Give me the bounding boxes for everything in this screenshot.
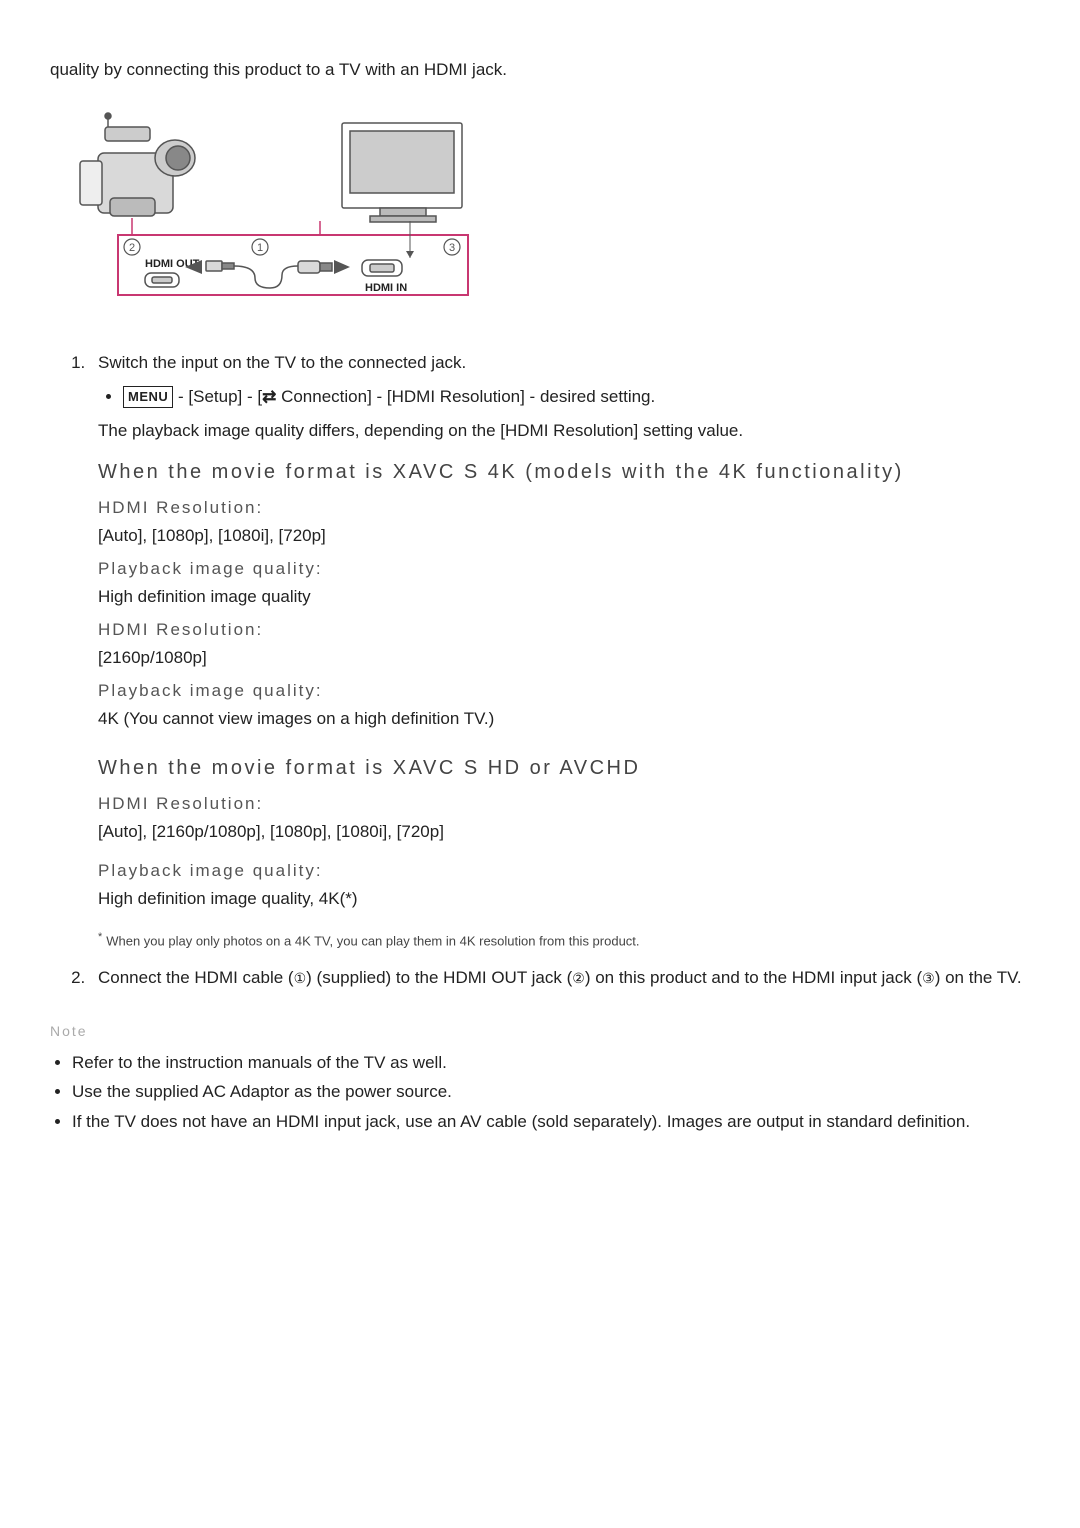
footnote: *When you play only photos on a 4K TV, y…: [98, 929, 1030, 951]
svg-text:HDMI IN: HDMI IN: [365, 282, 407, 294]
xavc-hd-title: When the movie format is XAVC S HD or AV…: [98, 753, 1030, 783]
step-1: Switch the input on the TV to the connec…: [90, 350, 1030, 951]
menu-icon: MENU: [123, 386, 173, 408]
svg-text:1: 1: [257, 242, 263, 254]
hdmi-connection-illustration: 2 HDMI OUT 1 HDMI IN 3: [50, 103, 1030, 311]
playback-quality-value-3: High definition image quality, 4K(*): [98, 886, 1030, 912]
svg-text:3: 3: [449, 242, 455, 254]
note-list: Refer to the instruction manuals of the …: [50, 1050, 1030, 1135]
step-1-menu-path: MENU - [Setup] - [⇄ Connection] - [HDMI …: [123, 384, 1030, 410]
step-2-part-d: ) on the TV.: [935, 968, 1022, 987]
svg-text:2: 2: [129, 242, 135, 254]
playback-quality-value-2: 4K (You cannot view images on a high def…: [98, 706, 1030, 732]
menu-path-a: - [Setup] - [: [173, 387, 262, 406]
step-2-part-b: ) (supplied) to the HDMI OUT jack (: [306, 968, 572, 987]
hdmi-resolution-label-2: HDMI Resolution:: [98, 617, 1030, 643]
playback-quality-label-2: Playback image quality:: [98, 678, 1030, 704]
step-2: Connect the HDMI cable (①) (supplied) to…: [90, 965, 1030, 991]
hdmi-resolution-values-1: [Auto], [1080p], [1080i], [720p]: [98, 523, 1030, 549]
xavc-4k-title: When the movie format is XAVC S 4K (mode…: [98, 457, 1030, 487]
note-item-2: Use the supplied AC Adaptor as the power…: [72, 1079, 1030, 1105]
playback-quality-label-3: Playback image quality:: [98, 858, 1030, 884]
step-2-part-a: Connect the HDMI cable (: [98, 968, 294, 987]
step-2-part-c: ) on this product and to the HDMI input …: [585, 968, 922, 987]
note-item-1: Refer to the instruction manuals of the …: [72, 1050, 1030, 1076]
playback-differs-text: The playback image quality differs, depe…: [98, 418, 1030, 444]
marker-2: ②: [572, 968, 585, 989]
step-1-text: Switch the input on the TV to the connec…: [98, 353, 466, 372]
marker-1: ①: [294, 968, 307, 989]
note-item-3: If the TV does not have an HDMI input ja…: [72, 1109, 1030, 1135]
hdmi-resolution-label-3: HDMI Resolution:: [98, 791, 1030, 817]
hdmi-resolution-label-1: HDMI Resolution:: [98, 495, 1030, 521]
playback-quality-label-1: Playback image quality:: [98, 556, 1030, 582]
note-heading: Note: [50, 1021, 1030, 1042]
menu-path-b: Connection] - [HDMI Resolution] - desire…: [276, 387, 655, 406]
playback-quality-value-1: High definition image quality: [98, 584, 1030, 610]
hdmi-resolution-values-3: [Auto], [2160p/1080p], [1080p], [1080i],…: [98, 819, 1030, 845]
hdmi-resolution-values-2: [2160p/1080p]: [98, 645, 1030, 671]
marker-3: ③: [922, 968, 935, 989]
connection-icon: ⇄: [262, 384, 276, 410]
intro-text: quality by connecting this product to a …: [50, 57, 1030, 83]
footnote-text: When you play only photos on a 4K TV, yo…: [106, 934, 639, 949]
